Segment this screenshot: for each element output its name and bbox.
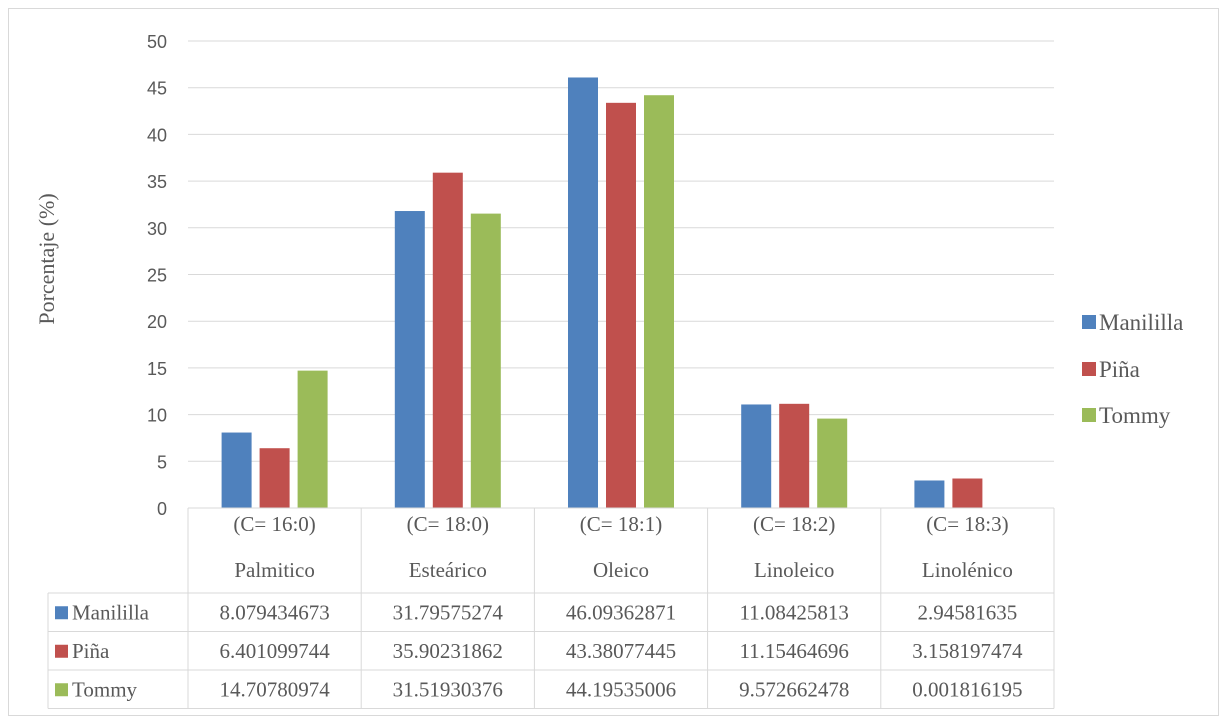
bar-tommy-1: [470, 213, 501, 509]
bar-manililla-4: [914, 480, 945, 508]
bar-manililla-0: [221, 432, 252, 508]
data-label: 11.15464696: [739, 639, 848, 663]
category-label-name: Palmitico: [234, 558, 315, 582]
bar-pi-a-2: [606, 102, 636, 508]
legend-swatch: [1082, 408, 1096, 422]
y-tick-label: 50: [147, 32, 167, 52]
table-series-name: Tommy: [72, 677, 138, 701]
y-tick-label: 15: [147, 359, 167, 379]
bar-pi-a-3: [779, 403, 810, 508]
bar-manililla-2: [568, 77, 598, 508]
data-label: 31.79575274: [393, 600, 504, 624]
legend-entry: Manililla: [1099, 310, 1183, 335]
y-tick-label: 0: [157, 499, 167, 519]
data-label: 35.90231862: [393, 639, 503, 663]
bar-pi-a-1: [432, 172, 463, 508]
category-label-name: Linolénico: [922, 558, 1013, 582]
category-label-formula: (C= 18:3): [926, 512, 1008, 536]
data-label: 43.38077445: [566, 639, 676, 663]
bars: [221, 77, 1021, 509]
legend-entry: Piña: [1099, 357, 1140, 382]
y-tick-label: 40: [147, 125, 167, 145]
category-label-name: Esteárico: [409, 558, 487, 582]
data-label: 44.19535006: [566, 677, 676, 701]
y-tick-label: 35: [147, 172, 167, 192]
legend-swatch: [1082, 362, 1096, 376]
category-label-formula: (C= 18:1): [580, 512, 662, 536]
table-legend-key: [55, 644, 68, 658]
y-tick-label: 10: [147, 406, 167, 426]
bar-pi-a-4: [952, 478, 983, 508]
legend-swatch: [1082, 315, 1096, 329]
data-label: 46.09362871: [566, 600, 676, 624]
bar-tommy-0: [297, 370, 328, 508]
category-label-formula: (C= 16:0): [233, 512, 315, 536]
data-label: 31.51930376: [393, 677, 503, 701]
table-series-name: Manililla: [72, 600, 150, 624]
category-label-name: Linoleico: [754, 558, 834, 582]
y-tick-label: 25: [147, 266, 167, 286]
legend-entry: Tommy: [1099, 403, 1171, 428]
data-label: 3.158197474: [912, 639, 1023, 663]
y-tick-label: 20: [147, 312, 167, 332]
category-label-name: Oleico: [593, 558, 649, 582]
category-label-formula: (C= 18:2): [753, 512, 835, 536]
data-label: 14.70780974: [219, 677, 330, 701]
category-label-formula: (C= 18:0): [407, 512, 489, 536]
data-label: 0.001816195: [912, 677, 1022, 701]
y-axis-ticks: 0 5 10 15 20 25 30 35 40 45 50: [147, 32, 167, 519]
data-label: 2.94581635: [918, 600, 1018, 624]
data-label: 6.401099744: [219, 639, 330, 663]
data-table: (C= 16:0) Palmitico (C= 18:0) Esteárico (C= …: [47, 507, 1055, 709]
y-tick-label: 5: [157, 452, 167, 472]
data-label: 11.08425813: [739, 600, 848, 624]
data-label: 9.572662478: [739, 677, 849, 701]
bar-tommy-2: [644, 95, 674, 509]
y-tick-label: 45: [147, 79, 167, 99]
bar-manililla-1: [394, 211, 425, 509]
bar-manililla-3: [741, 404, 772, 508]
table-legend-key: [55, 683, 68, 697]
y-tick-label: 30: [147, 219, 167, 239]
table-series-name: Piña: [72, 639, 110, 663]
legend: Manililla Piña Tommy: [1082, 310, 1183, 428]
bar-tommy-3: [817, 418, 848, 508]
table-legend-key: [55, 606, 68, 620]
y-axis-label: Porcentaje (%): [34, 193, 59, 324]
data-label: 8.079434673: [219, 600, 329, 624]
bar-pi-a-0: [259, 448, 290, 508]
